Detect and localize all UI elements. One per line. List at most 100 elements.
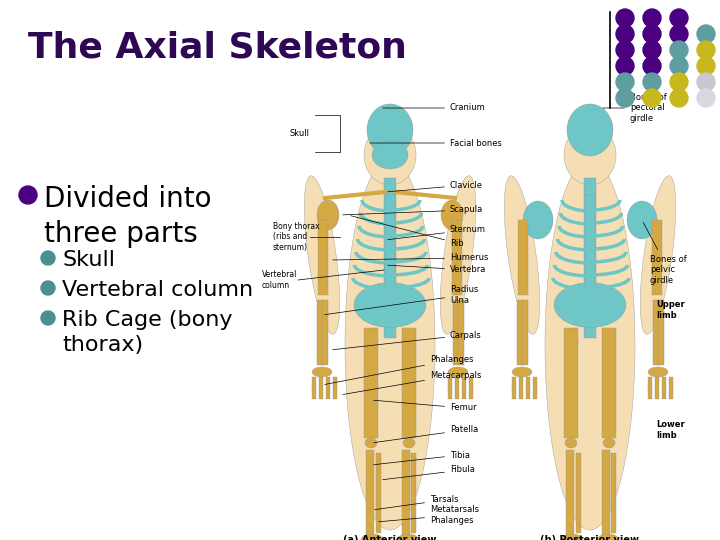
Text: Scapula: Scapula	[343, 206, 483, 215]
Bar	[522, 300, 528, 365]
Circle shape	[643, 73, 661, 91]
Bar	[333, 377, 337, 399]
Circle shape	[616, 9, 634, 27]
Bar	[453, 300, 459, 365]
Text: Tibia: Tibia	[374, 450, 470, 465]
Bar	[648, 377, 652, 399]
Ellipse shape	[364, 125, 416, 185]
Text: Humerus: Humerus	[333, 253, 488, 262]
Bar	[319, 377, 323, 399]
Text: Facial bones: Facial bones	[370, 138, 502, 147]
Bar	[455, 377, 459, 399]
Text: Bones of
pectoral
girdle: Bones of pectoral girdle	[603, 93, 667, 123]
Circle shape	[41, 311, 55, 325]
Bar	[448, 377, 452, 399]
Bar	[452, 220, 462, 295]
Circle shape	[41, 251, 55, 265]
Ellipse shape	[440, 176, 476, 334]
Circle shape	[616, 41, 634, 59]
Ellipse shape	[523, 201, 553, 239]
Ellipse shape	[561, 534, 583, 540]
Bar	[584, 178, 596, 338]
Circle shape	[670, 73, 688, 91]
Bar	[462, 377, 466, 399]
Bar	[611, 453, 616, 533]
Text: Upper
limb: Upper limb	[656, 300, 685, 320]
Text: Bony thorax
(ribs and
sternum): Bony thorax (ribs and sternum)	[273, 222, 320, 252]
Bar	[526, 377, 530, 399]
Text: Rib Cage (bony
thorax): Rib Cage (bony thorax)	[62, 310, 233, 355]
Bar	[669, 377, 673, 399]
Ellipse shape	[603, 438, 615, 448]
Text: Patella: Patella	[374, 426, 478, 443]
Bar	[326, 377, 330, 399]
Text: Cranium: Cranium	[383, 104, 486, 112]
Bar	[564, 328, 578, 438]
Bar	[512, 377, 516, 399]
Bar	[517, 300, 523, 365]
Circle shape	[670, 89, 688, 107]
Text: Phalanges: Phalanges	[325, 355, 474, 384]
Text: Clavicle: Clavicle	[388, 180, 483, 192]
Circle shape	[670, 9, 688, 27]
Bar	[376, 453, 381, 533]
Ellipse shape	[403, 438, 415, 448]
Ellipse shape	[512, 367, 532, 377]
Bar	[317, 300, 323, 365]
Text: (b) Posterior view: (b) Posterior view	[541, 535, 639, 540]
Text: Lower
limb: Lower limb	[656, 420, 685, 440]
Text: Metacarpals: Metacarpals	[343, 370, 482, 395]
Circle shape	[616, 57, 634, 75]
Bar	[566, 450, 574, 535]
Bar	[533, 377, 537, 399]
Ellipse shape	[317, 200, 339, 230]
Circle shape	[670, 41, 688, 59]
Circle shape	[697, 57, 715, 75]
Bar	[519, 377, 523, 399]
Ellipse shape	[554, 282, 626, 327]
Bar	[585, 195, 595, 290]
Circle shape	[697, 41, 715, 59]
Text: Skull: Skull	[290, 129, 310, 138]
Ellipse shape	[312, 367, 332, 377]
Ellipse shape	[361, 534, 383, 540]
Bar	[322, 300, 328, 365]
Bar	[469, 377, 473, 399]
Circle shape	[670, 25, 688, 43]
Circle shape	[643, 25, 661, 43]
Bar	[602, 450, 610, 535]
Circle shape	[643, 41, 661, 59]
Bar	[364, 328, 378, 438]
Ellipse shape	[597, 534, 619, 540]
Text: Metatarsals
Phalanges: Metatarsals Phalanges	[379, 505, 479, 525]
Ellipse shape	[545, 160, 635, 530]
Ellipse shape	[305, 176, 340, 334]
Circle shape	[697, 89, 715, 107]
Bar	[411, 453, 416, 533]
Text: Vertebral column: Vertebral column	[62, 280, 253, 300]
Ellipse shape	[448, 367, 468, 377]
Text: Vertebra: Vertebra	[388, 265, 487, 274]
Ellipse shape	[504, 176, 540, 334]
Ellipse shape	[365, 438, 377, 448]
Bar	[652, 220, 662, 295]
Text: Bones of
pelvic
girdle: Bones of pelvic girdle	[643, 222, 687, 285]
Text: Vertebral
column: Vertebral column	[262, 271, 297, 289]
Circle shape	[41, 281, 55, 295]
Text: Radius
Ulna: Radius Ulna	[325, 285, 478, 315]
Text: (a) Anterior view: (a) Anterior view	[343, 535, 437, 540]
Bar	[384, 178, 396, 338]
Circle shape	[697, 25, 715, 43]
Bar	[458, 300, 464, 365]
Circle shape	[616, 89, 634, 107]
Ellipse shape	[372, 141, 408, 169]
Bar	[402, 450, 410, 535]
Ellipse shape	[354, 282, 426, 327]
Ellipse shape	[565, 438, 577, 448]
Ellipse shape	[397, 534, 419, 540]
Text: Femur: Femur	[374, 400, 477, 413]
Text: Rib: Rib	[351, 215, 464, 247]
Text: Fibula: Fibula	[383, 465, 475, 480]
Bar	[655, 377, 659, 399]
Ellipse shape	[367, 104, 413, 156]
